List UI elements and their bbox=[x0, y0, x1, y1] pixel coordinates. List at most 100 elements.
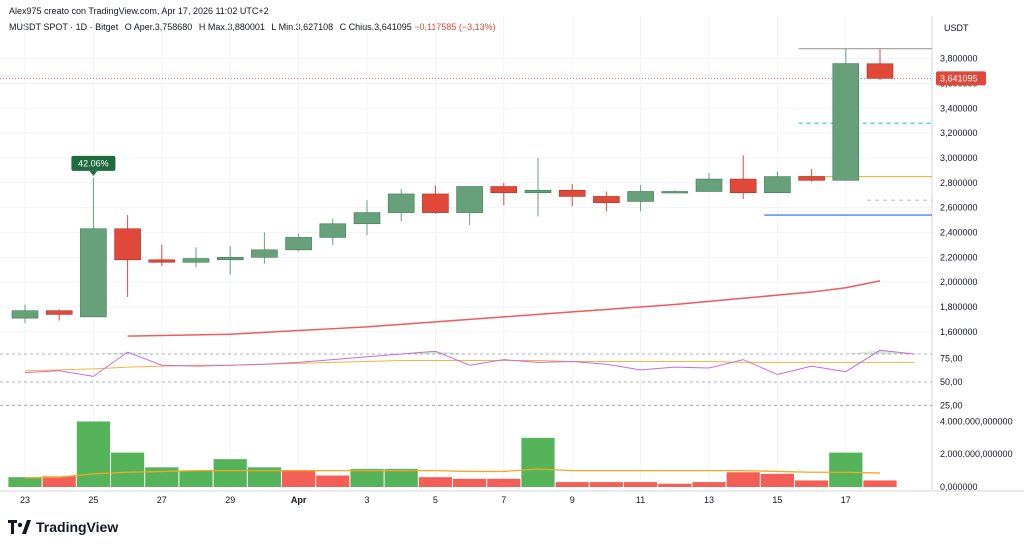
symbol-label: MUSDT SPOT · 1D · Bitget bbox=[9, 22, 119, 32]
candle-body bbox=[422, 193, 449, 213]
tradingview-logo-text: TradingView bbox=[36, 519, 119, 535]
x-axis-tick-label: 17 bbox=[841, 495, 851, 505]
volume-bar bbox=[418, 477, 452, 487]
rsi-overbought-fill bbox=[435, 351, 470, 354]
volume-axis-tick-label: 4.000.000,000000 bbox=[940, 416, 1013, 426]
candle-body bbox=[661, 191, 689, 194]
price-axis-tick-label: 2,400000 bbox=[940, 227, 978, 237]
price-axis-unit: USDT bbox=[944, 23, 969, 33]
candle-body bbox=[490, 186, 518, 194]
tradingview-logo: TradingView bbox=[8, 519, 118, 535]
open-value: Aper.3,758680 bbox=[133, 22, 193, 32]
x-axis-tick-label: 3 bbox=[364, 495, 369, 505]
rsi-line bbox=[24, 349, 915, 377]
volume-bar bbox=[145, 467, 179, 487]
volume-bar bbox=[555, 482, 589, 487]
volume-bar bbox=[589, 482, 623, 487]
candle-body bbox=[558, 189, 586, 197]
volume-bar bbox=[726, 472, 760, 487]
x-axis-tick-label: 29 bbox=[225, 495, 235, 505]
x-axis-tick-label: 5 bbox=[433, 495, 438, 505]
candle-body bbox=[524, 189, 552, 194]
candle-body bbox=[114, 228, 141, 261]
candle-body bbox=[729, 178, 757, 194]
close-value: Chius.3,641095 bbox=[348, 22, 412, 32]
rsi-axis-tick-label: 75,00 bbox=[940, 354, 963, 364]
candle-body bbox=[627, 191, 654, 202]
x-axis-tick-label: 23 bbox=[20, 495, 30, 505]
volume-bar bbox=[42, 476, 76, 487]
price-axis-tick-label: 2,200000 bbox=[940, 252, 978, 262]
candle-body bbox=[251, 249, 278, 258]
volume-bar bbox=[521, 437, 555, 487]
volume-bar bbox=[384, 468, 418, 487]
candle-body bbox=[319, 223, 347, 238]
volume-bar bbox=[247, 467, 281, 487]
change-value: −0,117585 (−3,13%) bbox=[414, 22, 496, 32]
candle-body bbox=[866, 63, 894, 79]
candle-body bbox=[353, 212, 381, 225]
high-value: Max.3,880001 bbox=[207, 22, 265, 32]
last-price-label: 3,641095 bbox=[940, 73, 978, 83]
price-axis-tick-label: 3,800000 bbox=[940, 54, 978, 64]
x-axis-tick-label: 11 bbox=[636, 495, 645, 505]
high-label: H bbox=[198, 22, 206, 32]
volume-bar bbox=[795, 480, 829, 487]
price-axis-tick-label: 1,800000 bbox=[940, 302, 978, 312]
price-axis-tick-label: 2,600000 bbox=[940, 203, 978, 213]
volume-bar bbox=[487, 478, 521, 487]
price-axis-tick-label: 2,800000 bbox=[940, 178, 978, 188]
volume-ma-line bbox=[24, 468, 881, 479]
candle-body bbox=[764, 176, 791, 194]
candle-body bbox=[695, 178, 723, 192]
volume-bar bbox=[624, 482, 658, 487]
volume-bar bbox=[350, 468, 384, 487]
volume-bar bbox=[76, 421, 110, 487]
rsi-axis-tick-label: 50,00 bbox=[940, 377, 963, 387]
annotation-pointer bbox=[89, 170, 98, 176]
x-axis-tick-label: 13 bbox=[704, 495, 714, 505]
x-axis-tick-label: 9 bbox=[570, 495, 575, 505]
volume-bar bbox=[316, 475, 350, 487]
price-moving-average-line bbox=[127, 280, 881, 337]
close-label: C bbox=[339, 22, 347, 32]
candle-body bbox=[216, 256, 244, 261]
x-axis-tick-label: 7 bbox=[501, 495, 506, 505]
x-axis-tick-label: 15 bbox=[772, 495, 782, 505]
tradingview-logo-icon bbox=[8, 520, 31, 534]
candle-body bbox=[456, 186, 483, 213]
volume-axis-tick-label: 2.000.000,000000 bbox=[940, 449, 1013, 459]
candle-body bbox=[182, 258, 210, 263]
volume-bar bbox=[282, 470, 316, 487]
rsi-axis-tick-label: 25,00 bbox=[940, 400, 963, 410]
x-axis-tick-label: 27 bbox=[157, 495, 167, 505]
volume-bar bbox=[213, 459, 247, 487]
candle-body bbox=[387, 193, 415, 213]
x-axis-tick-label: Apr bbox=[291, 495, 307, 505]
candle-body bbox=[80, 228, 107, 318]
author-credit: Alex975 creato con TradingView.com, Apr … bbox=[9, 6, 269, 16]
open-label: O bbox=[124, 22, 132, 32]
last-price-badge bbox=[936, 71, 986, 86]
volume-bar bbox=[111, 452, 145, 487]
volume-bar bbox=[863, 480, 897, 487]
rsi-overbought-fill bbox=[845, 350, 880, 354]
price-axis-tick-label: 3,200000 bbox=[940, 128, 978, 138]
candle-body bbox=[285, 237, 312, 251]
volume-bar bbox=[658, 483, 692, 487]
candle-body bbox=[832, 63, 860, 181]
candle-body bbox=[45, 310, 73, 315]
candle-body bbox=[11, 310, 39, 319]
price-axis-tick-label: 3,000000 bbox=[940, 153, 978, 163]
ohlc-legend: MUSDT SPOT · 1D · Bitget O Aper.3,758680… bbox=[9, 22, 496, 32]
candle-body bbox=[148, 259, 176, 263]
price-axis-tick-label: 1,600000 bbox=[940, 327, 978, 337]
price-axis-tick-label: 2,000000 bbox=[940, 277, 978, 287]
candle-body bbox=[593, 196, 620, 203]
volume-bar bbox=[8, 477, 42, 487]
x-axis-tick-label: 25 bbox=[88, 495, 98, 505]
volume-bar bbox=[453, 478, 487, 487]
candle-body bbox=[798, 176, 825, 181]
price-axis-tick-label: 3,400000 bbox=[940, 103, 978, 113]
